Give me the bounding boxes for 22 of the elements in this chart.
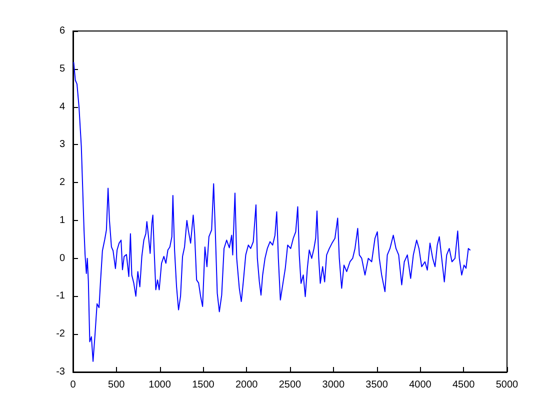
x-tick-label: 4000: [409, 380, 432, 390]
x-tick-label: 4500: [452, 380, 476, 390]
y-tick-label: -3: [56, 366, 66, 378]
y-tick-label: 1: [59, 214, 66, 226]
y-tick-label: 6: [59, 26, 66, 36]
x-tick-label: 2500: [278, 380, 302, 390]
x-tick-label: 1500: [192, 380, 215, 390]
x-tick-label: 2000: [235, 380, 258, 390]
y-tick-label: -1: [56, 290, 66, 302]
y-tick-label: 0: [59, 252, 66, 264]
y-tick-label: 4: [59, 101, 66, 112]
y-tick-label: 3: [59, 139, 66, 150]
x-tick-label: 5000: [496, 380, 519, 390]
y-tick-label: -2: [56, 328, 66, 340]
x-tick-label: 1000: [148, 380, 172, 390]
x-tick-label: 3500: [366, 380, 388, 390]
y-tick-label: 2: [59, 177, 66, 188]
line-series: [73, 62, 471, 362]
x-tick-label: 500: [108, 380, 126, 390]
x-tick-label: 3000: [322, 380, 345, 390]
x-tick-label: 0: [70, 380, 76, 390]
y-tick-label: 5: [59, 63, 66, 74]
